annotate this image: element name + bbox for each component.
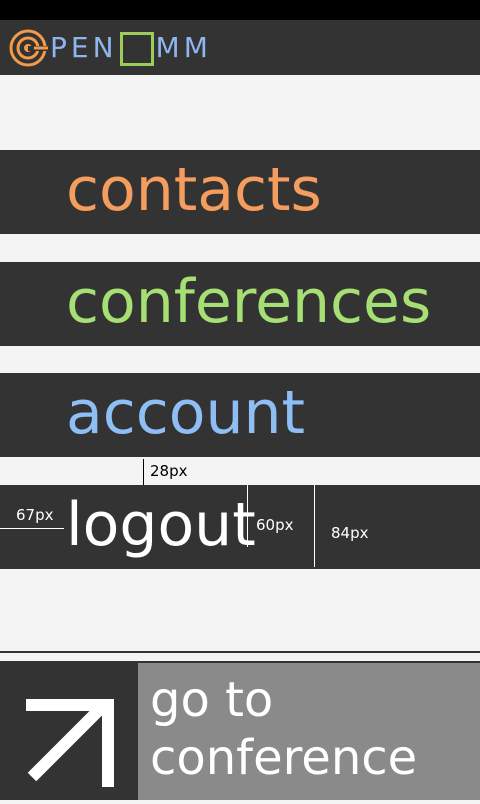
openomm-logo: PEN MM (8, 28, 212, 68)
gap-dimension-line (143, 459, 144, 485)
menu-item-label: conferences (66, 267, 432, 337)
item-height-dimension-line (314, 485, 315, 567)
status-bar (0, 0, 480, 20)
menu-item-conferences[interactable]: conferences (0, 262, 480, 346)
gap-dimension-label: 28px (150, 462, 188, 480)
logo-square-o (119, 31, 154, 66)
text-height-dimension-line (247, 485, 248, 547)
menu-item-account[interactable]: account (0, 373, 480, 457)
menu-item-contacts[interactable]: contacts (0, 150, 480, 234)
left-margin-dimension-label: 67px (16, 506, 54, 524)
go-to-conference-icon-button[interactable] (0, 661, 138, 800)
left-margin-dimension-line (0, 528, 64, 529)
text-height-dimension-label: 60px (256, 516, 294, 534)
menu-item-label: account (66, 378, 306, 448)
menu-item-label: logout (66, 490, 256, 560)
go-to-conference-button[interactable]: go to conference (138, 663, 480, 800)
go-to-conference-label: go to conference (150, 671, 417, 787)
arrow-up-right-icon (26, 699, 114, 787)
go-to-conference-line1: go to (150, 672, 274, 728)
menu-item-label: contacts (66, 155, 322, 225)
menu-item-logout[interactable]: logout 67px 60px 84px (0, 485, 480, 569)
app-header: PEN MM (0, 20, 480, 75)
logo-text: PEN MM (50, 30, 212, 66)
go-to-conference-line2: conference (150, 730, 418, 786)
bottom-divider (0, 651, 480, 653)
item-height-dimension-label: 84px (331, 524, 369, 542)
spiral-logo-icon (9, 29, 48, 67)
